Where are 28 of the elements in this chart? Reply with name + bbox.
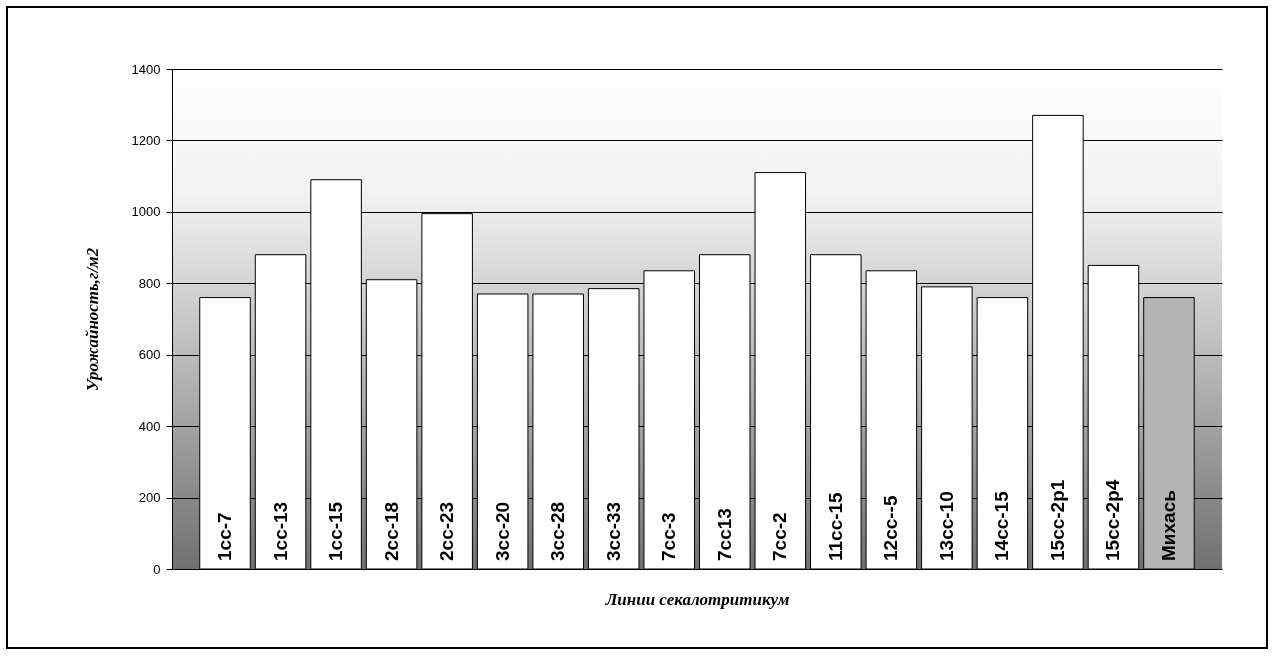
y-tick-label: 1400 xyxy=(131,61,161,77)
x-axis-title: Линии секалотритикум xyxy=(604,589,790,609)
x-tick-label: 15cc-2p1 xyxy=(1046,479,1068,561)
x-tick-label: 2cc-23 xyxy=(436,501,458,561)
x-tick-label: 11cc-15 xyxy=(824,491,846,561)
x-tick-label: 7cc13 xyxy=(713,508,735,561)
x-tick-label: 1cc-15 xyxy=(325,501,347,561)
x-tick-label: Михась xyxy=(1157,490,1179,561)
x-tick-label: 1cc-7 xyxy=(214,512,236,561)
y-tick-label: 0 xyxy=(153,561,161,577)
x-tick-label: 7cc-2 xyxy=(769,512,791,561)
x-tick-label: 3cc-28 xyxy=(547,501,569,561)
y-axis-title: Урожайность,г/м2 xyxy=(82,247,102,392)
y-tick-label: 600 xyxy=(138,347,161,363)
x-tick-label: 3cc-20 xyxy=(491,501,513,561)
y-tick-label: 1000 xyxy=(131,204,161,220)
x-tick-label: 14cc-15 xyxy=(991,490,1013,561)
x-tick-label: 13cc-10 xyxy=(935,491,957,561)
y-tick-label: 1200 xyxy=(131,132,161,148)
x-tick-label: 1cc-13 xyxy=(269,501,291,561)
x-tick-label: 15cc-2p4 xyxy=(1102,479,1124,561)
x-tick-label: 12cc--5 xyxy=(880,495,902,561)
y-tick-label: 800 xyxy=(138,275,161,291)
x-tick-label: 7cc-3 xyxy=(658,512,680,561)
x-tick-label: 3cc-33 xyxy=(602,501,624,561)
y-tick-label: 400 xyxy=(138,418,161,434)
x-tick-label: 2cc-18 xyxy=(380,501,402,561)
y-tick-label: 200 xyxy=(138,490,161,506)
